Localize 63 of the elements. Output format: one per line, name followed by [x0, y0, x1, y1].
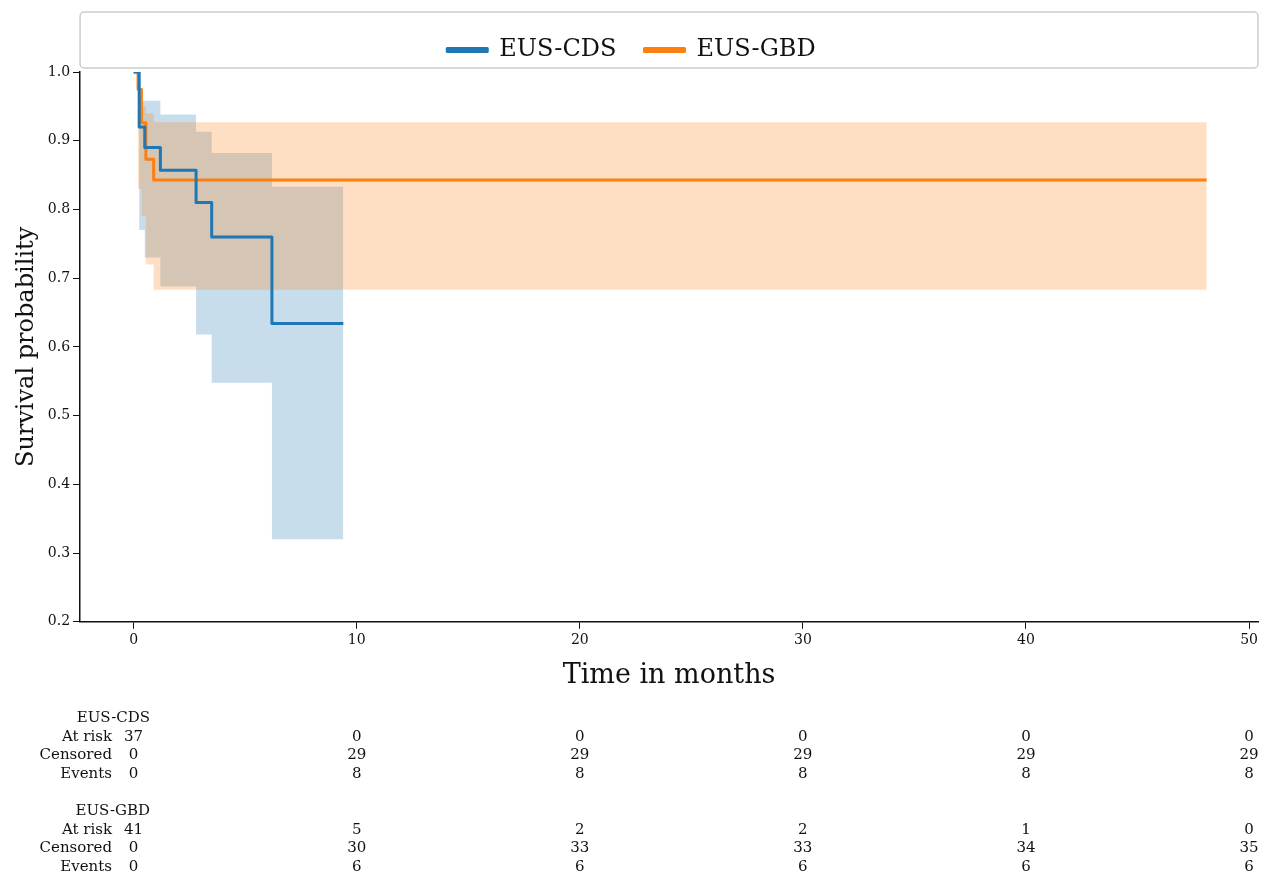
text: Censored: [39, 838, 112, 857]
text: 34: [1016, 838, 1036, 857]
text: Censored: [39, 745, 112, 764]
x-tick-label: 50: [1240, 630, 1258, 647]
text: 33: [793, 838, 813, 857]
text: 2: [798, 819, 808, 838]
text: 35: [1239, 838, 1259, 857]
x-tick-label: 30: [793, 630, 812, 647]
text: 0: [1244, 726, 1254, 745]
text: 29: [1016, 745, 1036, 764]
text: EUS-CDS: [76, 708, 150, 726]
text: At risk: [61, 819, 112, 838]
text: At risk: [61, 726, 112, 745]
y-tick-label: 0.6: [47, 337, 71, 354]
text: 5: [351, 819, 362, 838]
y-tick-label: 0.3: [47, 543, 71, 560]
text: 29: [793, 745, 813, 764]
y-tick-label: 0.8: [47, 200, 71, 217]
x-axis-title: Time in months: [562, 657, 776, 689]
text: 30: [347, 838, 367, 857]
legend-label: EUS-CDS: [499, 34, 617, 63]
x-tick-label: 10: [347, 630, 366, 647]
text: 6: [798, 856, 808, 874]
x-tick-label: 40: [1017, 630, 1035, 647]
text: 0: [128, 838, 139, 857]
y-tick-label: 0.4: [47, 474, 71, 491]
text: 0: [128, 763, 139, 782]
text: 29: [1239, 745, 1259, 764]
legend-label: EUS-GBD: [696, 34, 816, 63]
text: 0: [351, 726, 362, 745]
text: 33: [570, 838, 590, 857]
text: Events: [60, 763, 112, 782]
text: 8: [798, 763, 808, 782]
text: 41: [124, 819, 144, 838]
text: 1: [1021, 819, 1031, 838]
y-axis-title: Survival probability: [10, 226, 39, 468]
y-tick-label: 0.2: [47, 612, 71, 629]
text: 8: [351, 763, 362, 782]
text: 6: [1244, 856, 1254, 874]
y-tick-label: 0.9: [47, 131, 71, 148]
text: 6: [575, 856, 585, 874]
y-tick-label: 0.5: [47, 406, 71, 423]
text: 0: [1244, 819, 1254, 838]
y-tick-label: 0.7: [47, 268, 71, 285]
text: 0: [128, 856, 139, 874]
text: 8: [1021, 763, 1031, 782]
x-tick-label: 0: [129, 630, 139, 647]
text: 37: [124, 726, 144, 745]
text: 29: [347, 745, 367, 764]
text: Events: [60, 856, 112, 874]
x-tick-label: 20: [570, 630, 589, 647]
text: 29: [570, 745, 590, 764]
text: 0: [128, 745, 139, 764]
text: 8: [575, 763, 585, 782]
text: 8: [1244, 763, 1254, 782]
text: 6: [1021, 856, 1031, 874]
y-tick-label: 1.0: [47, 62, 71, 79]
text: 0: [575, 726, 585, 745]
text: 0: [1021, 726, 1031, 745]
text: 6: [351, 856, 362, 874]
text: 0: [798, 726, 808, 745]
text: EUS-GBD: [75, 801, 150, 819]
text: 2: [575, 819, 585, 838]
